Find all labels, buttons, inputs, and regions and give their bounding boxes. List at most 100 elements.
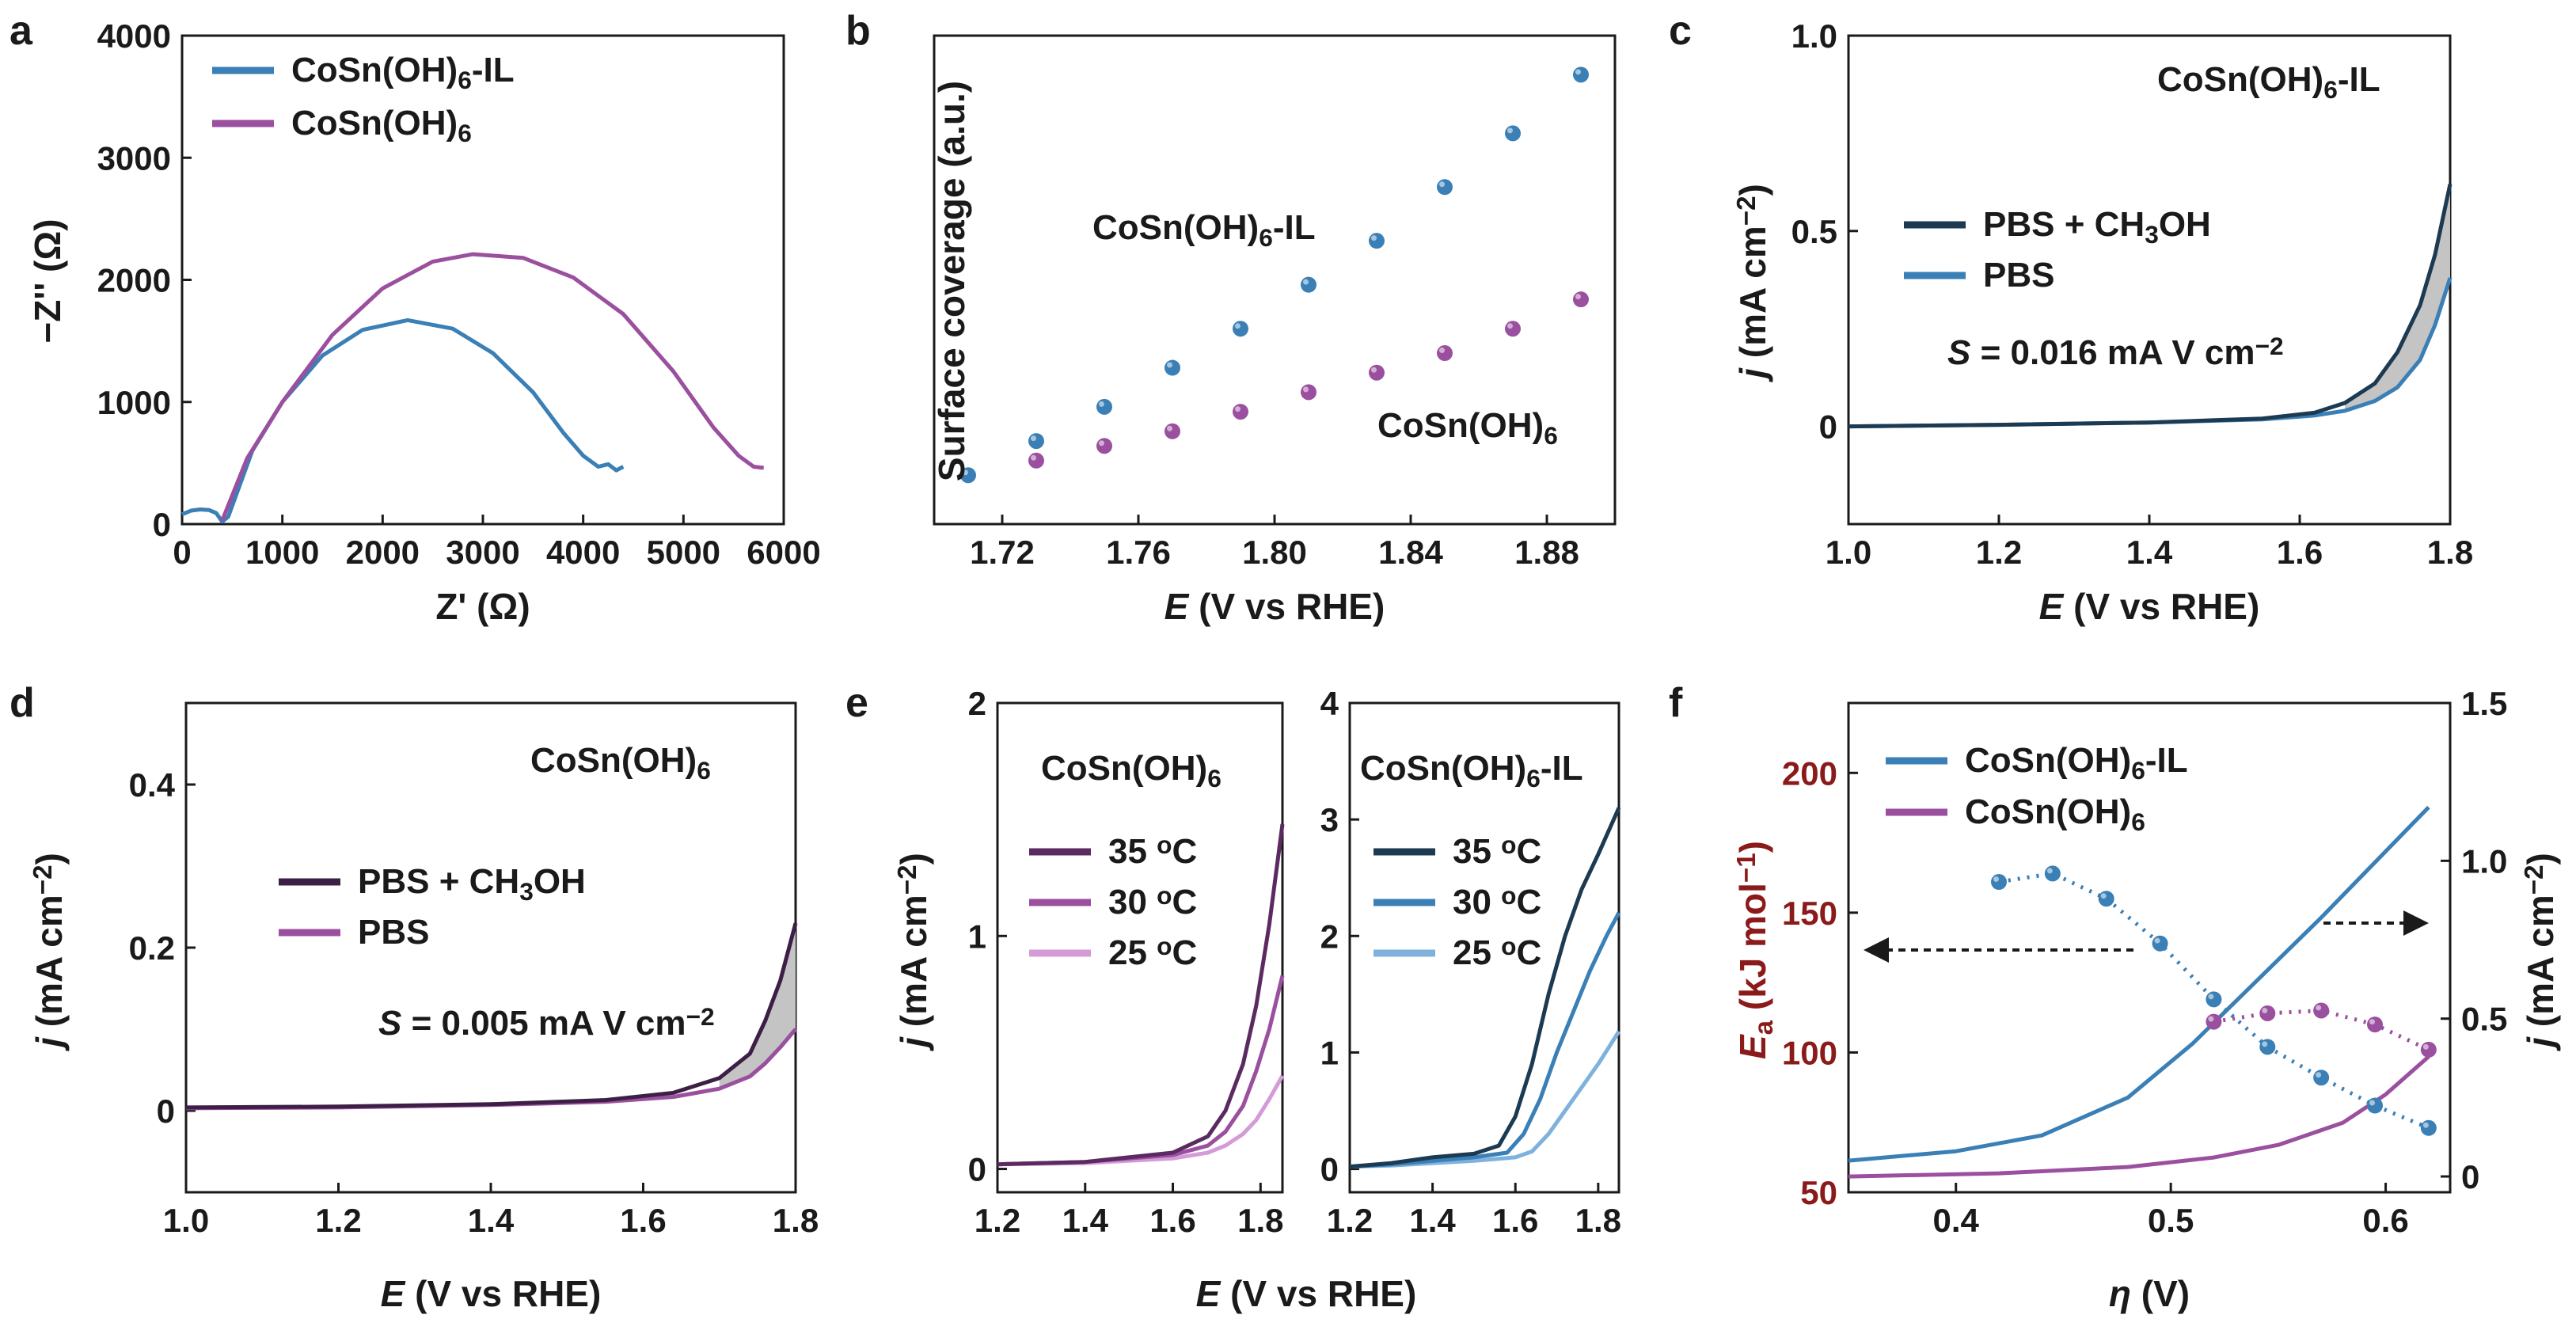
marker-highlight [1507,127,1513,133]
y-tick-label: 0 [968,1151,986,1188]
y-axis-label: j (mA cm−2) [1732,184,1773,382]
x-tick-label: 1.6 [620,1202,666,1239]
scatter-point-base [1165,424,1180,439]
panel-b: 1.72 1.76 1.80 1.84 1.88 CoSn(OH)6-IL CoSn(OH)… [845,8,1615,627]
difference-shade [720,923,796,1089]
slope-annotation: S = 0.005 mA V cm−2 [378,1002,715,1043]
y-axis-label: −Z'' (Ω) [27,218,68,343]
y-right-axis-label: j (mA cm−2) [2520,853,2561,1051]
marker-highlight [2208,1016,2213,1022]
slope-annotation: S = 0.016 mA V cm−2 [1947,332,2284,372]
marker-fill [1233,404,1248,420]
x-tick-label: 1.2 [1327,1202,1373,1239]
panel-c: 1.0 1.2 1.4 1.6 1.800.51.0CoSn(OH)6-ILPBS + … [1669,8,2473,627]
series-line-CoSn(OH)6-IL [1848,808,2429,1161]
marker-fill [1991,874,2007,890]
marker-fill [2313,1070,2329,1085]
marker-fill [1028,433,1044,449]
panel-letter: d [9,680,35,726]
marker-highlight [1167,363,1172,368]
y-tick-label: 0 [1320,1151,1339,1188]
marker-fill [1573,66,1589,82]
label-base: CoSn(OH)6 [1377,406,1558,450]
y-axis-label: j (mA cm−2) [28,853,70,1051]
ea-marker [2259,1005,2275,1021]
marker-fill [2099,891,2114,906]
x-tick-label: 1.2 [315,1202,361,1239]
legend-temp-0-label: 35 oC [1453,830,1541,871]
ea-marker [2099,891,2114,906]
legend-il-label: CoSn(OH)6-IL [1965,741,2188,785]
x-tick-label: 3000 [446,534,519,571]
panel-a: 0 1000 2000 3000 4000 5000 6000 0 1000 2000 3000 40… [9,8,821,627]
x-tick-label: 1.8 [1575,1202,1621,1239]
x-tick-label: 1.6 [2277,534,2323,571]
marker-highlight [1099,440,1104,446]
panel-e-left: 1.2 1.4 1.6 1.8012CoSn(OH)635 oC30 oC25 oCj… [845,680,1284,1239]
y-right-tick-label: 0.5 [2461,1001,2507,1038]
label-il: CoSn(OH)6-IL [1092,208,1316,252]
panel-d: 1.0 1.2 1.4 1.6 1.800.20.4CoSn(OH)6PBS + CH3… [9,680,819,1314]
x-axis-label: E (V vs RHE) [381,1273,602,1314]
ea-marker [2152,936,2168,952]
figure-canvas: 0 1000 2000 3000 4000 5000 6000010002000300040… [0,0,2576,1330]
y-tick-label: 3000 [97,139,171,177]
marker-fill [2152,936,2168,952]
series-line-CoSn(OH)6-IL [182,320,623,522]
marker-highlight [2262,1041,2267,1047]
legend-temp-2-label: 25 oC [1453,932,1541,972]
scatter-point-base [1573,291,1589,307]
x-tick-label: 1.4 [1409,1202,1456,1239]
marker-highlight [1031,455,1036,461]
marker-highlight [1575,294,1581,299]
y-tick-label: 2 [1320,918,1339,955]
legend-temp-2-label: 25 oC [1108,932,1197,972]
x-tick-label: 1.72 [970,534,1035,571]
y-axis-label: j (mA cm−2) [893,853,934,1051]
scatter-point-base [1301,384,1316,400]
scatter-point-il [1096,399,1112,415]
x-tick-label: 1000 [245,534,319,571]
y-right-tick-label: 1.5 [2461,685,2507,722]
y-tick-label: 0.2 [129,929,175,967]
legend-base-label: CoSn(OH)6 [291,104,472,147]
x-axis-label: E (V vs RHE) [1165,586,1385,627]
marker-highlight [2155,938,2160,944]
plot-frame [934,36,1615,524]
marker-fill [1028,453,1044,469]
scatter-point-base [1369,365,1385,381]
marker-highlight [1031,435,1036,441]
panel-letter: b [845,8,871,54]
marker-highlight [1235,406,1241,412]
marker-fill [2045,865,2061,881]
y-axis-label: Ea (kJ mol−1) [1732,841,1779,1059]
x-tick-label: 1.8 [2427,534,2473,571]
x-axis-label: E (V vs RHE) [1196,1273,1417,1314]
scatter-point-il [1233,321,1248,336]
plot-frame [1848,36,2450,524]
ea-marker [1991,874,2007,890]
y-tick-label: 1 [1320,1034,1339,1071]
x-axis-label: Z' (Ω) [435,586,530,627]
x-tick-label: 1.0 [163,1202,209,1239]
scatter-point-il [1505,125,1521,141]
marker-fill [1505,321,1521,336]
y-tick-label: 0 [157,1092,175,1130]
y-tick-label: 50 [1800,1174,1837,1211]
x-tick-label: 1.6 [1149,1202,1195,1239]
marker-fill [1369,365,1385,381]
marker-fill [1233,321,1248,336]
marker-fill [1505,125,1521,141]
y-tick-label: 100 [1782,1034,1837,1071]
y-axis-label: Surface coverage (a.u.) [931,81,972,481]
marker-fill [2259,1039,2275,1054]
legend-ch3oh-label: PBS + CH3OH [358,862,586,906]
marker-highlight [1371,367,1377,373]
marker-fill [2367,1098,2383,1114]
y-tick-label: 1.0 [1791,17,1837,55]
marker-highlight [1439,348,1445,353]
marker-fill [1096,438,1112,454]
marker-fill [2206,1014,2221,1030]
marker-highlight [2316,1005,2321,1010]
scatter-point-il [1573,66,1589,82]
